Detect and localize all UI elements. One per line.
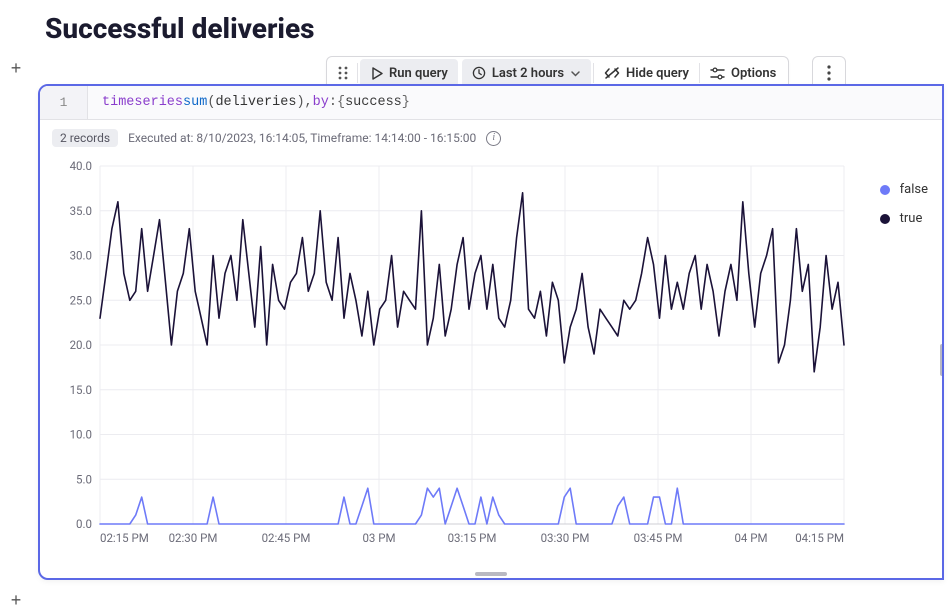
play-icon bbox=[370, 67, 383, 80]
svg-text:02:30 PM: 02:30 PM bbox=[169, 531, 218, 545]
code-arg: deliveries bbox=[215, 95, 296, 110]
resize-handle-right[interactable] bbox=[940, 344, 944, 376]
code-keyword: timeseries bbox=[102, 95, 183, 110]
options-button[interactable]: Options bbox=[700, 59, 786, 87]
legend-label-true: true bbox=[900, 211, 923, 226]
code-brace: { bbox=[337, 95, 345, 110]
drag-dots-icon bbox=[337, 66, 349, 80]
line-number: 1 bbox=[40, 86, 88, 119]
legend-label-false: false bbox=[900, 182, 928, 197]
svg-text:04 PM: 04 PM bbox=[734, 531, 767, 545]
options-label: Options bbox=[731, 66, 776, 81]
run-query-button[interactable]: Run query bbox=[360, 59, 458, 87]
add-row-button-bottom[interactable]: + bbox=[6, 590, 26, 610]
code-by: by bbox=[313, 95, 329, 110]
page-title: Successful deliveries bbox=[45, 12, 315, 45]
sliders-icon bbox=[710, 67, 725, 80]
chevron-down-icon bbox=[570, 68, 581, 79]
code-punct: : bbox=[329, 95, 337, 110]
clock-icon bbox=[472, 66, 486, 80]
chart-legend: false true bbox=[880, 182, 928, 226]
svg-text:30.0: 30.0 bbox=[70, 249, 92, 263]
code-function: sum bbox=[183, 95, 207, 110]
svg-text:20.0: 20.0 bbox=[70, 338, 92, 352]
hide-query-label: Hide query bbox=[626, 66, 689, 81]
svg-text:10.0: 10.0 bbox=[70, 428, 92, 442]
svg-text:02:45 PM: 02:45 PM bbox=[262, 531, 311, 545]
code-field: success bbox=[345, 95, 402, 110]
legend-dot-true bbox=[880, 214, 890, 224]
info-icon[interactable]: i bbox=[486, 131, 501, 146]
timeframe-label: Last 2 hours bbox=[492, 66, 564, 81]
svg-text:40.0: 40.0 bbox=[70, 160, 92, 173]
code-punct: ), bbox=[296, 95, 312, 110]
records-badge: 2 records bbox=[52, 129, 118, 147]
legend-item-true[interactable]: true bbox=[880, 211, 928, 226]
resize-handle-bottom[interactable] bbox=[475, 572, 507, 576]
legend-dot-false bbox=[880, 185, 890, 195]
svg-text:5.0: 5.0 bbox=[76, 472, 92, 486]
svg-text:25.0: 25.0 bbox=[70, 293, 92, 307]
meta-row: 2 records Executed at: 8/10/2023, 16:14:… bbox=[40, 120, 942, 156]
toolbar-divider bbox=[357, 63, 358, 83]
svg-text:04:15 PM: 04:15 PM bbox=[795, 531, 844, 545]
svg-text:03:45 PM: 03:45 PM bbox=[634, 531, 683, 545]
svg-text:03:15 PM: 03:15 PM bbox=[448, 531, 497, 545]
line-chart[interactable]: 0.0 5.0 10.0 15.0 20.0 25.0 30.0 35.0 40.0 02:15 … bbox=[48, 160, 868, 560]
code-editor[interactable]: 1 timeseries sum(deliveries), by: {succe… bbox=[40, 86, 942, 120]
code-brace: } bbox=[402, 95, 410, 110]
run-query-label: Run query bbox=[389, 66, 448, 81]
hide-code-icon bbox=[604, 66, 620, 80]
hide-query-button[interactable]: Hide query bbox=[594, 59, 699, 87]
chart-area: 0.0 5.0 10.0 15.0 20.0 25.0 30.0 35.0 40.0 02:15 … bbox=[48, 160, 868, 560]
svg-text:15.0: 15.0 bbox=[70, 383, 92, 397]
svg-text:0.0: 0.0 bbox=[76, 517, 92, 531]
kebab-icon bbox=[827, 65, 831, 81]
svg-text:03:30 PM: 03:30 PM bbox=[541, 531, 590, 545]
svg-text:03 PM: 03 PM bbox=[362, 531, 395, 545]
legend-item-false[interactable]: false bbox=[880, 182, 928, 197]
svg-text:02:15 PM: 02:15 PM bbox=[100, 531, 149, 545]
drag-handle[interactable] bbox=[329, 59, 357, 87]
query-panel: 1 timeseries sum(deliveries), by: {succe… bbox=[38, 84, 944, 580]
code-punct: ( bbox=[207, 95, 215, 110]
add-row-button-top[interactable]: + bbox=[6, 58, 26, 78]
timeframe-picker[interactable]: Last 2 hours bbox=[462, 59, 591, 87]
code-line[interactable]: timeseries sum(deliveries), by: {success… bbox=[88, 86, 942, 119]
svg-text:35.0: 35.0 bbox=[70, 204, 92, 218]
executed-text: Executed at: 8/10/2023, 16:14:05, Timefr… bbox=[128, 131, 476, 145]
